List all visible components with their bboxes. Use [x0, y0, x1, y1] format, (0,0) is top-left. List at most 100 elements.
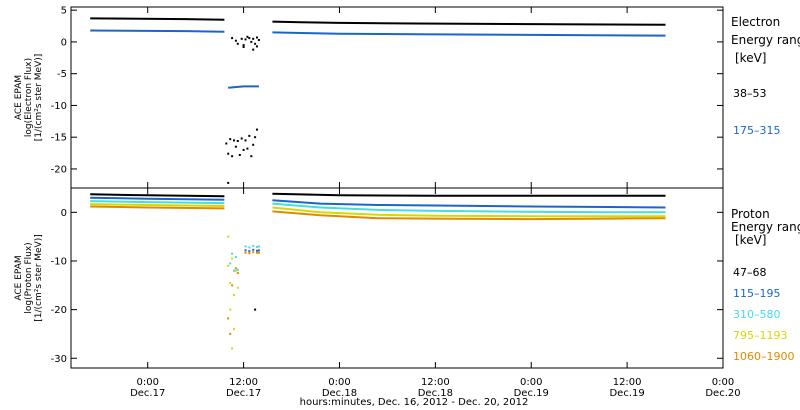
x-tick-date-label: Dec.17: [130, 388, 165, 399]
data-point: [248, 252, 251, 255]
y-tick-label: -30: [51, 354, 67, 365]
x-axis: 0:00Dec.1712:00Dec.170:00Dec.1812:00Dec.…: [130, 377, 741, 399]
y-tick-label: 5: [61, 6, 67, 17]
data-point: [256, 245, 258, 248]
series-line: [272, 206, 666, 218]
legend-entry: 47–68: [733, 266, 767, 279]
data-point: [231, 347, 234, 350]
data-point: [248, 250, 251, 253]
series-line: [228, 85, 259, 89]
data-point: [225, 142, 228, 145]
data-point: [244, 38, 247, 41]
data-point: [256, 251, 258, 254]
series-line: [272, 192, 666, 197]
data-point: [256, 249, 258, 252]
data-point: [248, 246, 251, 249]
y-tick-label: 0: [61, 208, 67, 219]
x-tick-date-label: Dec.18: [322, 388, 357, 399]
y-tick-label: 0: [61, 37, 67, 48]
legend-title: Energy ranges: [731, 33, 800, 47]
data-point: [242, 44, 245, 47]
data-point: [234, 269, 237, 272]
series-line: [90, 203, 225, 207]
x-tick-date-label: Dec.17: [226, 388, 261, 399]
data-point: [229, 262, 232, 265]
data-point: [229, 138, 232, 141]
data-point: [242, 148, 245, 151]
data-point: [234, 267, 237, 270]
legend-entry: 1060–1900: [733, 350, 795, 363]
y-axis-label: log(Electron Flux): [24, 58, 34, 137]
data-point: [231, 284, 234, 287]
data-point: [254, 42, 257, 45]
legend-title: [keV]: [735, 51, 766, 65]
data-point: [252, 37, 255, 40]
data-point: [244, 245, 247, 248]
x-tick-time-label: 0:00: [520, 377, 542, 388]
y-tick-label: -5: [57, 69, 67, 80]
data-point: [242, 46, 245, 48]
x-tick-time-label: 12:00: [421, 377, 450, 388]
data-point: [244, 251, 247, 254]
data-point: [233, 139, 235, 142]
y-tick-label: -20: [51, 305, 67, 316]
data-point: [229, 308, 232, 311]
data-point: [234, 145, 237, 148]
data-point: [257, 251, 260, 254]
data-point: [227, 152, 230, 155]
data-point: [240, 37, 243, 40]
data-point: [233, 294, 235, 296]
data-point: [254, 308, 257, 311]
legend-entry: 310–580: [733, 308, 781, 321]
series-line: [272, 199, 666, 209]
legend-title: [keV]: [735, 233, 766, 247]
data-point: [234, 256, 237, 259]
data-point: [231, 252, 234, 255]
x-tick-date-label: Dec.19: [609, 388, 644, 399]
data-point: [246, 147, 249, 150]
data-point: [257, 245, 260, 248]
data-point: [248, 37, 251, 40]
x-tick-time-label: 0:00: [328, 377, 350, 388]
plot-frame: [70, 187, 724, 369]
data-point: [252, 251, 255, 254]
series-line: [272, 31, 666, 37]
data-point: [257, 249, 260, 252]
data-point: [244, 249, 247, 252]
y-tick-label: -10: [51, 256, 67, 267]
series-line: [90, 196, 225, 201]
series-line: [272, 20, 666, 26]
data-point: [227, 264, 230, 267]
y-axis-label: ACE EPAM: [14, 255, 24, 300]
data-point: [236, 272, 239, 275]
series-line: [90, 193, 225, 198]
data-point: [256, 36, 258, 39]
data-point: [227, 181, 230, 184]
y-axis-label: [1/(cm²s ster MeV)]: [34, 54, 44, 141]
series-line: [272, 210, 666, 221]
series-line: [90, 17, 225, 21]
x-tick-date-label: Dec.20: [705, 388, 740, 399]
legend-entry: 115–195: [733, 287, 781, 300]
data-point: [246, 35, 249, 38]
data-point: [244, 139, 247, 142]
data-point: [252, 143, 255, 146]
series-line: [90, 205, 225, 210]
data-point: [234, 39, 237, 42]
data-point: [240, 137, 243, 140]
data-point: [256, 45, 258, 48]
data-point: [231, 155, 234, 158]
x-tick-date-label: Dec.18: [418, 388, 453, 399]
data-point: [227, 235, 230, 238]
data-point: [231, 37, 234, 40]
series-line: [272, 202, 666, 214]
data-point: [250, 155, 253, 158]
data-point: [257, 39, 260, 41]
data-point: [252, 248, 255, 251]
legend-entry: 175–315: [733, 124, 781, 137]
x-tick-time-label: 12:00: [229, 377, 258, 388]
data-point: [256, 128, 258, 131]
data-point: [236, 140, 239, 142]
data-point: [254, 136, 257, 139]
